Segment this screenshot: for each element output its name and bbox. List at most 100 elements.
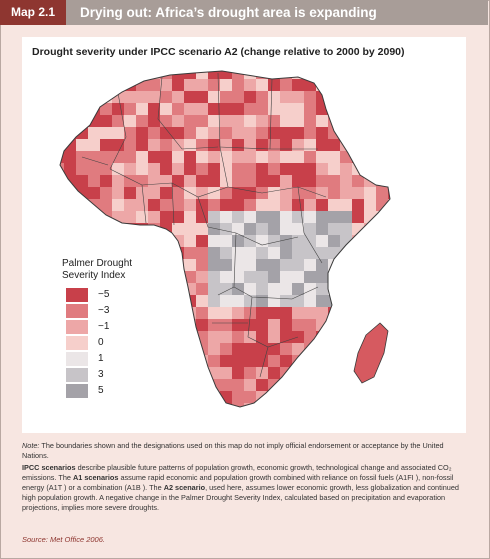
grid-cell <box>412 391 424 403</box>
grid-cell <box>112 71 124 79</box>
grid-cell <box>76 103 88 115</box>
grid-cell <box>172 307 184 319</box>
grid-cell <box>280 391 292 403</box>
grid-cell <box>448 391 460 403</box>
grid-cell <box>64 403 76 407</box>
grid-cell <box>196 187 208 199</box>
grid-cell <box>460 295 466 307</box>
africa-drought-map <box>59 70 466 433</box>
grid-cell <box>292 223 304 235</box>
grid-cell <box>424 391 436 403</box>
grid-cell <box>268 175 280 187</box>
grid-cell <box>60 127 64 139</box>
grid-cell <box>412 139 424 151</box>
grid-cell <box>292 235 304 247</box>
grid-cell <box>244 79 256 91</box>
grid-cell <box>196 223 208 235</box>
grid-cell <box>64 71 76 79</box>
grid-cell <box>160 211 172 223</box>
grid-cell <box>436 367 448 379</box>
grid-cell <box>136 91 148 103</box>
grid-cell <box>424 295 436 307</box>
grid-cell <box>196 127 208 139</box>
grid-cell <box>268 223 280 235</box>
a2-label: A2 scenario <box>163 483 206 492</box>
grid-cell <box>328 163 340 175</box>
grid-cell <box>244 235 256 247</box>
grid-cell <box>196 319 208 331</box>
grid-cell <box>292 187 304 199</box>
map-title: Drought severity under IPCC scenario A2 … <box>32 46 405 58</box>
grid-cell <box>184 415 196 427</box>
ipcc-text: describe plausible future patterns of po… <box>22 463 452 482</box>
grid-cell <box>448 247 460 259</box>
grid-cell <box>88 211 100 223</box>
grid-cell <box>316 283 328 295</box>
grid-cell <box>64 91 76 103</box>
grid-cell <box>100 103 112 115</box>
grid-cell <box>196 71 208 79</box>
figure-title: Drying out: Africa’s drought area is exp… <box>80 5 377 20</box>
grid-cell <box>316 127 328 139</box>
grid-cell <box>208 331 220 343</box>
grid-cell <box>184 175 196 187</box>
grid-cell <box>400 343 412 355</box>
grid-cell <box>292 139 304 151</box>
grid-cell <box>328 271 340 283</box>
legend-swatch <box>66 304 88 318</box>
grid-cell <box>112 175 124 187</box>
grid-cell <box>340 295 352 307</box>
grid-cell <box>124 163 136 175</box>
grid-cell <box>328 415 340 427</box>
grid-cell <box>124 211 136 223</box>
grid-cell <box>268 319 280 331</box>
grid-cell <box>412 163 424 175</box>
grid-cell <box>220 71 232 79</box>
grid-cell <box>460 283 466 295</box>
grid-cell <box>376 259 388 271</box>
grid-cell <box>148 187 160 199</box>
grid-cell <box>328 367 340 379</box>
grid-cell <box>316 367 328 379</box>
grid-cell <box>232 199 244 211</box>
grid-cell <box>184 223 196 235</box>
grid-cell <box>352 163 364 175</box>
grid-cell <box>244 319 256 331</box>
grid-cell <box>304 199 316 211</box>
grid-cell <box>232 103 244 115</box>
grid-cell <box>256 319 268 331</box>
grid-cell <box>448 259 460 271</box>
grid-cell <box>220 151 232 163</box>
grid-cell <box>292 379 304 391</box>
grid-cell <box>388 175 390 187</box>
grid-cell <box>124 91 136 103</box>
grid-cell <box>256 247 268 259</box>
grid-cell <box>460 151 466 163</box>
grid-cell <box>364 163 376 175</box>
grid-cell <box>424 127 436 139</box>
grid-cell <box>64 151 76 163</box>
grid-cell <box>304 235 316 247</box>
grid-cell <box>196 115 208 127</box>
grid-cell <box>436 127 448 139</box>
grid-cell <box>256 331 268 343</box>
grid-cell <box>232 355 244 367</box>
grid-cell <box>184 211 196 223</box>
grid-cell <box>436 247 448 259</box>
grid-cell <box>448 175 460 187</box>
grid-cell <box>256 235 268 247</box>
grid-cell <box>184 115 196 127</box>
grid-cell <box>412 307 424 319</box>
grid-cell <box>196 379 208 391</box>
grid-cell <box>112 427 124 433</box>
grid-cell <box>60 175 64 187</box>
grid-cell <box>280 175 292 187</box>
grid-cell <box>340 427 352 433</box>
grid-cell <box>172 343 184 355</box>
grid-cell <box>172 115 184 127</box>
grid-cell <box>76 163 88 175</box>
grid-cell <box>220 115 232 127</box>
grid-cell <box>376 295 388 307</box>
grid-cell <box>184 379 196 391</box>
grid-cell <box>136 235 148 247</box>
